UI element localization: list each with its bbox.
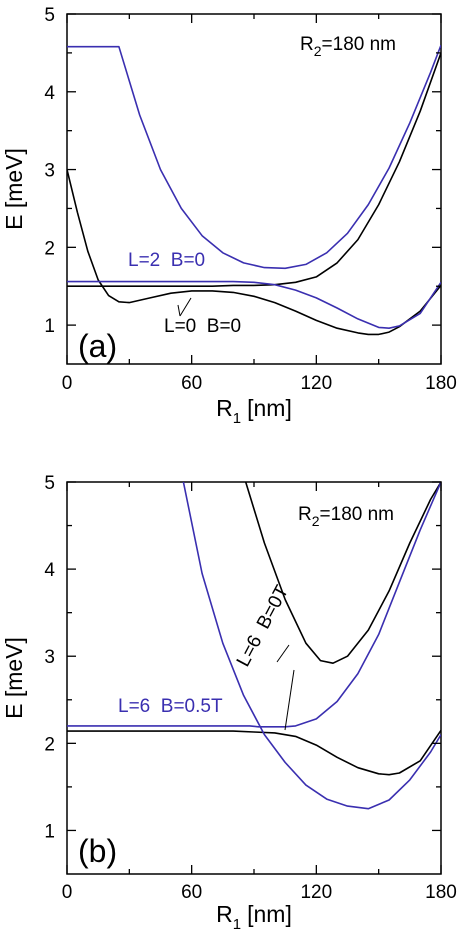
panel-b-pointer-2 (284, 669, 295, 731)
panel-a-x-tick-label: 0 (62, 373, 73, 394)
panel-b-pointer-1 (276, 644, 290, 663)
panel-b-x-tick-labels: 0 60 120 180 (62, 882, 457, 903)
panel-a-y-tick-label: 2 (44, 238, 55, 259)
panel-a-x-tick-label: 180 (425, 373, 457, 394)
panel-b-y-tick-label: 5 (44, 473, 55, 494)
panel-a-x-tick-labels: 0 60 120 180 (62, 373, 457, 394)
panel-a-r2-annotation: R2=180 nm (300, 34, 396, 59)
panel-a-y-tick-label: 4 (44, 83, 55, 104)
panel-b-x-tick-label: 60 (181, 882, 202, 903)
panel-b-x-axis-label: R1 [nm] (216, 901, 292, 933)
panel-a-y-tick-label: 5 (44, 5, 55, 26)
panel-a-ticks (66, 13, 442, 364)
panel-a-frame (66, 13, 442, 365)
panel-a-y-axis-label: E [meV] (1, 148, 27, 230)
panel-b-y-tick-label: 2 (44, 734, 55, 755)
panel-a-series-line-3 (67, 44, 441, 270)
panel-b-y-tick-label: 4 (44, 560, 55, 581)
panel-b-y-tick-labels: 1 2 3 4 5 (44, 473, 55, 842)
panel-b-label-l6-b0: L=6 B=0T (233, 582, 293, 671)
panel-a-series (67, 44, 441, 336)
panel-b-y-tick-label: 1 (44, 821, 55, 842)
panel-b-y-tick-label: 3 (44, 647, 55, 668)
panel-a-pointer-1 (179, 297, 192, 317)
panel-b-series-line-1 (67, 729, 441, 776)
panel-a-x-tick-label: 60 (181, 373, 202, 394)
panel-a-series-line-1 (67, 169, 441, 336)
panel-a-y-tick-label: 3 (44, 161, 55, 182)
panel-a-y-tick-labels: 1 2 3 4 5 (44, 5, 55, 337)
panel-a-label-l2: L=2 B=0 (128, 250, 205, 271)
panel-b-x-tick-label: 0 (62, 882, 73, 903)
panel-a-pointer-2 (177, 304, 181, 317)
panel-b: 0 60 120 180 1 2 3 4 5 E [meV] R1 [nm] R2=180 nm… (1, 473, 457, 933)
panel-b-ticks (66, 481, 442, 874)
panel-a-x-tick-label: 120 (300, 373, 332, 394)
panel-a-series-line-2 (67, 52, 441, 287)
panel-a-label-l0: L=0 B=0 (164, 316, 241, 337)
panel-a-y-tick-label: 1 (44, 316, 55, 337)
panel-b-panel-tag: (b) (78, 833, 117, 869)
panel-b-y-axis-label: E [meV] (1, 637, 27, 719)
panel-b-label-l6-b05: L=6 B=0.5T (118, 696, 223, 717)
panel-b-r2-annotation: R2=180 nm (298, 504, 394, 529)
panel-b-series-line-4 (182, 482, 441, 810)
panel-b-frame (66, 481, 442, 875)
panel-a-x-axis-label: R1 [nm] (216, 395, 292, 427)
panel-b-series-line-2 (244, 482, 441, 664)
panel-a-plot-area (66, 13, 442, 365)
panel-b-x-tick-label: 120 (300, 882, 332, 903)
panel-a: 0 60 120 180 1 2 3 4 5 E [meV] R1 [nm] R2=180 nm… (1, 5, 457, 427)
panel-a-panel-tag: (a) (78, 328, 117, 364)
panel-a-series-line-4 (67, 280, 441, 329)
panel-b-plot-area (66, 481, 442, 875)
panel-b-x-tick-label: 180 (425, 882, 457, 903)
